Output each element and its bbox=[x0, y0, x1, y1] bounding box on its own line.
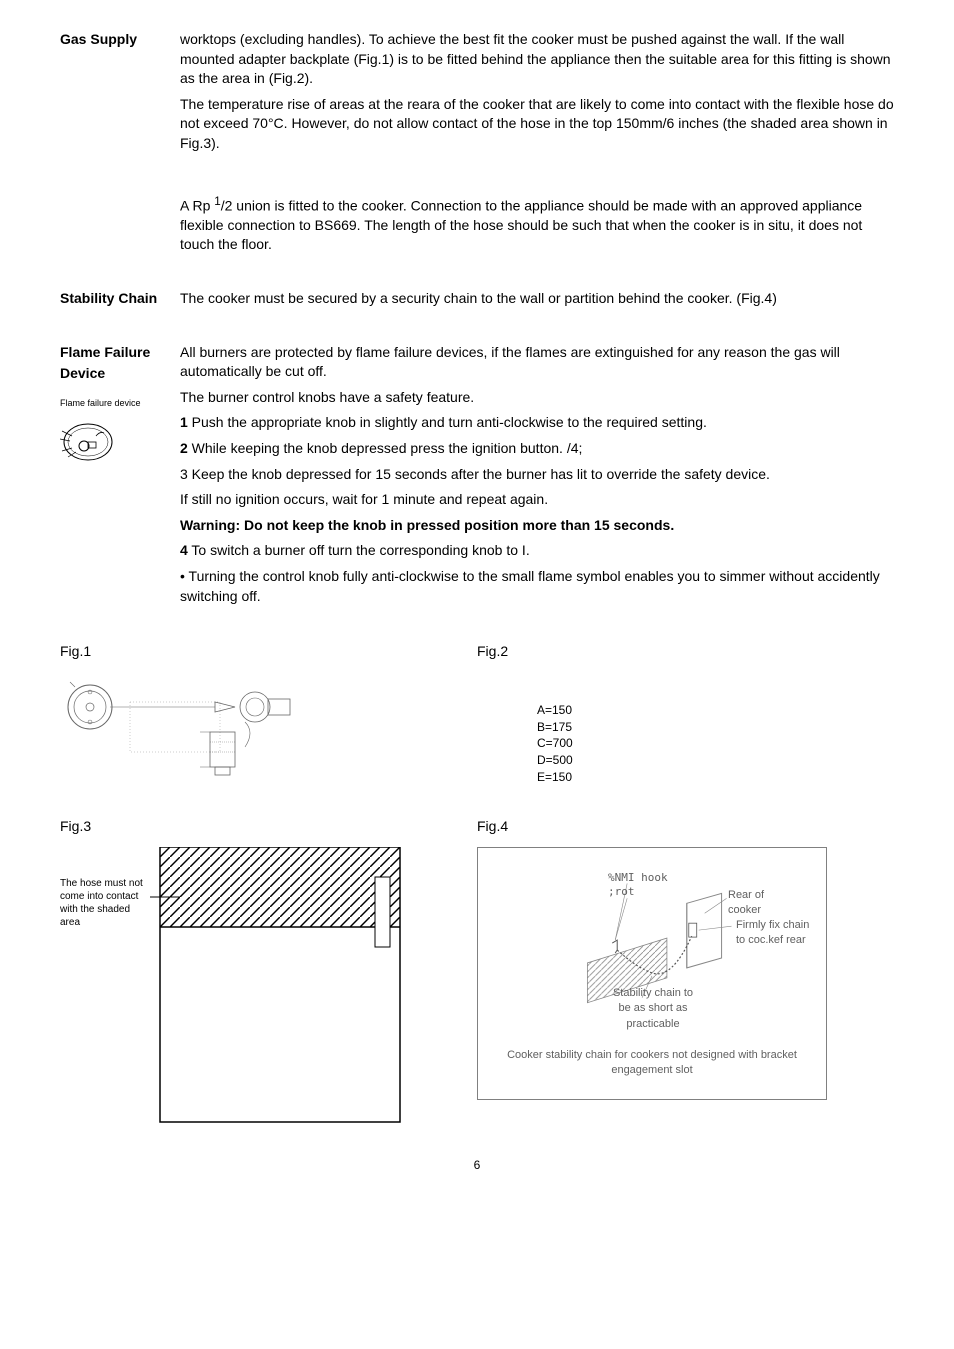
fig1-diagram bbox=[60, 672, 340, 782]
fig4-rear: Rear of cooker bbox=[728, 888, 778, 919]
flame-device-icon bbox=[60, 421, 115, 463]
ffd-l6: • Turning the control knob fully anti-cl… bbox=[180, 567, 894, 606]
p3a: A Rp bbox=[180, 197, 214, 213]
stability-content: The cooker must be secured by a security… bbox=[180, 289, 894, 315]
fig4-box: %NMI hook ;rot Rear of cooker Firmly fix… bbox=[477, 847, 827, 1100]
fig3-label: Fig.3 bbox=[60, 817, 477, 837]
fig2-values: A=150 B=175 C=700 D=500 E=150 bbox=[537, 702, 894, 786]
fig4-col: Fig.4 bbox=[477, 817, 894, 1127]
ffd-l5b: 4 bbox=[180, 542, 188, 558]
fig1-col: Fig.1 bbox=[60, 642, 477, 787]
ffd-p2: The burner control knobs have a safety f… bbox=[180, 388, 894, 408]
p3b: /2 union is fitted to the cooker. Connec… bbox=[180, 197, 862, 252]
ffd-l1t: Push the appropriate knob in slightly an… bbox=[188, 414, 707, 430]
ffd-l3: 3 Keep the knob depressed for 15 seconds… bbox=[180, 465, 894, 485]
gas-supply-p2: The temperature rise of areas at the rea… bbox=[180, 95, 894, 154]
ffd-l5t: To switch a burner off turn the correspo… bbox=[188, 542, 530, 558]
fig1-label: Fig.1 bbox=[60, 642, 477, 662]
gas-supply-p1: worktops (excluding handles). To achieve… bbox=[180, 30, 894, 89]
fig4-inner: %NMI hook ;rot Rear of cooker Firmly fix… bbox=[488, 868, 816, 1038]
ffd-aside: Flame Failure Device Flame failure devic… bbox=[60, 343, 180, 613]
ffd-section: Flame Failure Device Flame failure devic… bbox=[60, 343, 894, 613]
ffd-l4: If still no ignition occurs, wait for 1 … bbox=[180, 490, 894, 510]
ffd-label1: Flame Failure bbox=[60, 343, 150, 363]
fig2-b: B=175 bbox=[537, 719, 894, 736]
page-number: 6 bbox=[60, 1157, 894, 1174]
fig4-caption: Cooker stability chain for cookers not d… bbox=[488, 1048, 816, 1079]
fig2-e: E=150 bbox=[537, 769, 894, 786]
ffd-l2: 2 While keeping the knob depressed press… bbox=[180, 439, 894, 459]
gas-supply-section: Gas Supply worktops (excluding handles).… bbox=[60, 30, 894, 261]
ffd-l2b: 2 bbox=[180, 440, 188, 456]
ffd-l1: 1 Push the appropriate knob in slightly … bbox=[180, 413, 894, 433]
fig2-d: D=500 bbox=[537, 752, 894, 769]
figs-12-row: Fig.1 Fig.2 A=1 bbox=[60, 642, 894, 787]
stability-text: The cooker must be secured by a security… bbox=[180, 289, 894, 309]
fig3-container: The hose must not come into contact with… bbox=[60, 847, 477, 1127]
stability-label: Stability Chain bbox=[60, 289, 180, 315]
fig4-rot: ;rot bbox=[608, 884, 635, 899]
ffd-label2: Device bbox=[60, 364, 105, 384]
fig2-label: Fig.2 bbox=[477, 642, 894, 662]
fig2-col: Fig.2 A=150 B=175 C=700 D=500 E=150 bbox=[477, 642, 894, 787]
fig3-text: The hose must not come into contact with… bbox=[60, 877, 150, 1127]
ffd-l1b: 1 bbox=[180, 414, 188, 430]
fig3-diagram bbox=[150, 847, 410, 1127]
ffd-aside-small: Flame failure device bbox=[60, 398, 141, 409]
stability-section: Stability Chain The cooker must be secur… bbox=[60, 289, 894, 315]
figs-34-row: Fig.3 The hose must not come into contac… bbox=[60, 817, 894, 1127]
ffd-content: All burners are protected by flame failu… bbox=[180, 343, 894, 613]
ffd-p1: All burners are protected by flame failu… bbox=[180, 343, 894, 382]
gas-supply-label: Gas Supply bbox=[60, 30, 180, 261]
ffd-warn: Warning: Do not keep the knob in pressed… bbox=[180, 516, 894, 536]
fig2-c: C=700 bbox=[537, 735, 894, 752]
fig4-chain: Stability chain to be as short as practi… bbox=[608, 986, 698, 1032]
fig4-label: Fig.4 bbox=[477, 817, 894, 837]
gas-supply-p3: A Rp 1/2 union is fitted to the cooker. … bbox=[180, 194, 894, 255]
fig3-col: Fig.3 The hose must not come into contac… bbox=[60, 817, 477, 1127]
ffd-l2t: While keeping the knob depressed press t… bbox=[188, 440, 583, 456]
fig2-a: A=150 bbox=[537, 702, 894, 719]
gas-supply-content: worktops (excluding handles). To achieve… bbox=[180, 30, 894, 261]
fig4-firmly: Firmly fix chain to coc.kef rear bbox=[736, 918, 811, 949]
ffd-l5: 4 To switch a burner off turn the corres… bbox=[180, 541, 894, 561]
